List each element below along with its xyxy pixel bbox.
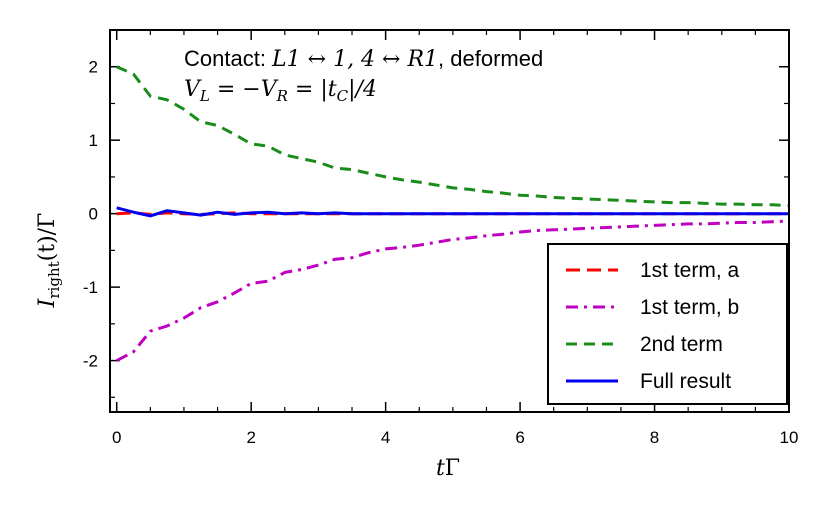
annotation-voltage: VL = −VR = |tC|/4 — [184, 77, 377, 105]
x-tick-label: 0 — [112, 428, 121, 447]
x-axis-title: tΓ — [436, 456, 460, 481]
y-tick-label: -2 — [83, 352, 98, 371]
x-tick-label: 10 — [780, 428, 799, 447]
annotation-contact: Contact: L1 ↔ 1, 4 ↔ R1, deformed — [184, 46, 543, 72]
y-tick-label: -1 — [83, 278, 98, 297]
series-line-full-result — [116, 206, 789, 218]
legend: 1st term, a 1st term, b 2nd term Full resul… — [547, 243, 788, 405]
legend-label: 1st term, a — [640, 259, 740, 282]
x-tick-label: 6 — [515, 428, 524, 447]
series-layer — [116, 65, 790, 362]
y-axis-title: Iright(t)/Γ — [35, 213, 63, 309]
tick-labels: 0 2 4 6 8 10 -2 -1 0 1 2 — [83, 58, 799, 447]
y-tick-label: 1 — [89, 131, 98, 150]
y-tick-label: 0 — [89, 205, 98, 224]
legend-label: Full result — [640, 370, 731, 393]
x-tick-label: 4 — [381, 428, 390, 447]
x-tick-label: 8 — [650, 428, 659, 447]
x-tick-label: 2 — [246, 428, 255, 447]
y-tick-label: 2 — [89, 58, 98, 77]
legend-label: 1st term, b — [640, 296, 739, 319]
series-line-2nd-term — [116, 65, 790, 208]
plot-frame — [109, 29, 790, 413]
legend-label: 2nd term — [640, 333, 723, 356]
